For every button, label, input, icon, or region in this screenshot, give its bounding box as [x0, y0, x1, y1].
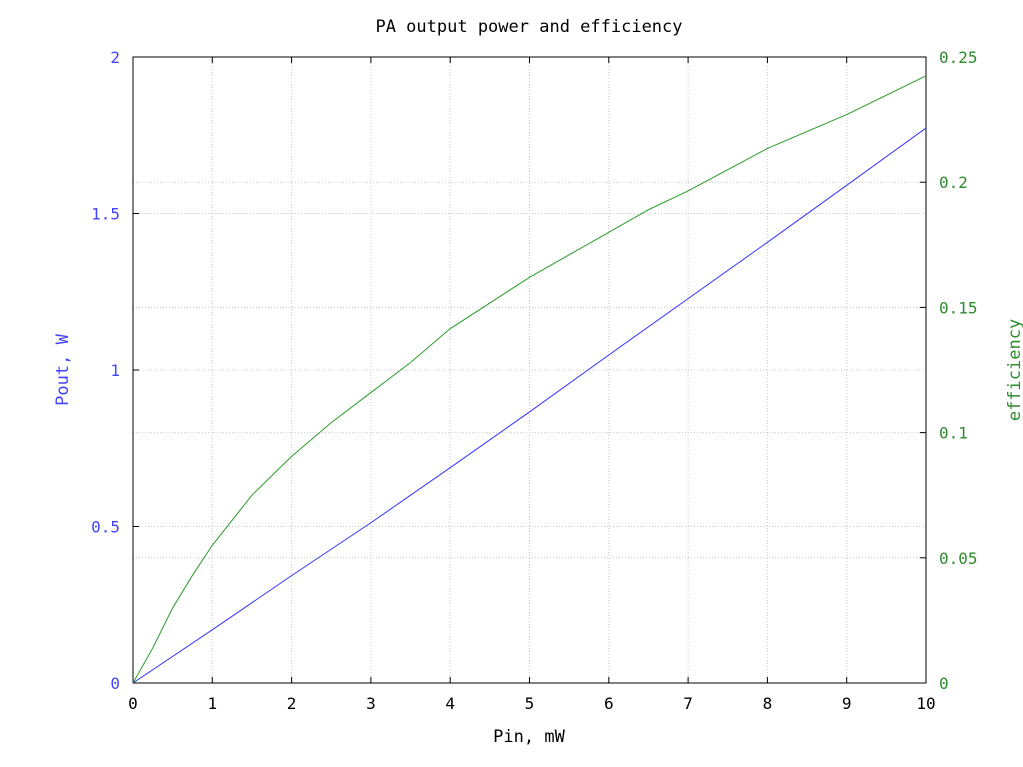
x-tick-label: 9	[842, 694, 852, 713]
y-left-tick-label: 2	[110, 48, 120, 67]
y-left-tick-label: 0	[110, 674, 120, 693]
y-axis-left-label: Pout, W	[53, 333, 73, 405]
efficiency-series-line	[132, 75, 927, 684]
series-layer	[132, 75, 927, 684]
y-right-tick-label: 0.15	[939, 298, 978, 317]
label-layer: PA output power and efficiency Pin, mW P…	[53, 17, 1023, 747]
x-tick-label: 1	[207, 694, 217, 713]
y-axis-right-label: efficiency	[1005, 319, 1023, 421]
pout-series-line	[132, 127, 927, 684]
x-tick-label: 10	[916, 694, 935, 713]
y-right-tick-label: 0.1	[939, 424, 968, 443]
x-tick-label: 4	[445, 694, 455, 713]
y-right-tick-label: 0.25	[939, 48, 978, 67]
x-tick-label: 0	[128, 694, 138, 713]
y-right-tick-label: 0.05	[939, 549, 978, 568]
x-tick-label: 6	[604, 694, 614, 713]
x-tick-label: 8	[763, 694, 773, 713]
x-tick-label: 3	[366, 694, 376, 713]
x-axis-label: Pin, mW	[493, 727, 565, 747]
x-tick-label: 5	[525, 694, 535, 713]
y-right-tick-label: 0.2	[939, 173, 968, 192]
grid-layer	[133, 57, 926, 683]
chart-title: PA output power and efficiency	[375, 17, 682, 37]
y-left-tick-label: 0.5	[91, 518, 120, 537]
x-tick-label: 7	[683, 694, 693, 713]
x-tick-label: 2	[287, 694, 297, 713]
y-left-tick-label: 1.5	[91, 205, 120, 224]
y-left-tick-label: 1	[110, 361, 120, 380]
y-right-tick-label: 0	[939, 674, 949, 693]
